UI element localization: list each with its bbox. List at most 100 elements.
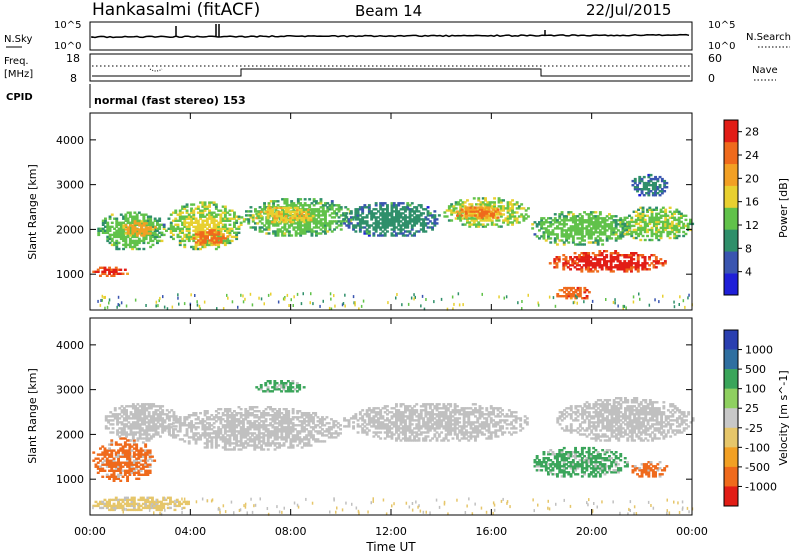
data-cell — [117, 457, 120, 460]
data-cell — [383, 216, 387, 219]
data-cell — [295, 218, 299, 222]
data-cell — [492, 214, 495, 217]
data-cell — [263, 208, 266, 211]
data-cell — [410, 234, 414, 237]
data-cell — [585, 219, 589, 222]
data-cell — [278, 416, 281, 419]
data-cell — [205, 428, 209, 431]
data-cell — [104, 231, 107, 234]
data-cell — [262, 436, 266, 439]
data-cell — [178, 241, 182, 245]
data-cell — [255, 406, 259, 409]
data-cell — [160, 231, 164, 234]
data-cell — [544, 229, 548, 232]
data-cell — [404, 234, 407, 237]
data-cell — [576, 229, 580, 232]
data-cell — [244, 428, 248, 431]
data-cell — [663, 184, 667, 187]
data-cell — [600, 252, 604, 255]
data-cell — [203, 207, 207, 210]
data-cell — [296, 292, 299, 296]
data-cell — [324, 210, 327, 213]
data-cell — [650, 210, 654, 213]
data-cell — [354, 218, 358, 221]
data-cell — [641, 234, 645, 238]
data-cell — [203, 205, 207, 208]
data-cell — [144, 451, 148, 454]
data-cell — [479, 203, 483, 206]
data-cell — [224, 237, 228, 240]
data-cell — [221, 235, 225, 238]
data-cell — [308, 204, 312, 207]
data-cell — [230, 418, 234, 421]
data-cell — [506, 223, 510, 226]
data-cell — [275, 216, 279, 220]
data-cell — [215, 241, 219, 244]
data-cell — [330, 208, 334, 211]
data-cell — [638, 194, 642, 197]
data-cell — [488, 219, 492, 222]
data-cell — [307, 444, 311, 447]
data-cell — [610, 221, 614, 224]
data-cell — [562, 254, 566, 257]
data-cell — [135, 234, 139, 237]
data-cell — [486, 201, 490, 204]
data-cell — [119, 479, 123, 482]
data-cell — [284, 206, 288, 210]
data-cell — [569, 211, 573, 214]
data-cell — [303, 418, 306, 421]
data-cell — [126, 443, 129, 446]
data-cell — [190, 245, 193, 249]
data-cell — [574, 231, 577, 234]
data-cell — [221, 426, 225, 429]
data-cell — [291, 426, 295, 429]
data-cell — [289, 446, 293, 449]
data-cell — [291, 436, 295, 439]
data-cell — [562, 262, 566, 265]
data-cell — [636, 256, 640, 259]
data-cell — [605, 229, 609, 232]
data-cell — [149, 219, 153, 222]
data-cell — [148, 457, 152, 460]
data-cell — [643, 262, 647, 265]
data-cell — [291, 440, 295, 443]
data-cell — [354, 210, 358, 213]
data-cell — [105, 268, 109, 271]
data-cell — [127, 415, 131, 418]
data-cell — [308, 214, 312, 217]
data-cell — [556, 227, 559, 230]
data-cell — [131, 239, 134, 243]
data-cell — [390, 220, 394, 223]
data-cell — [506, 221, 510, 224]
data-cell — [154, 433, 158, 436]
data-cell — [352, 417, 355, 420]
data-cell — [246, 410, 250, 413]
data-cell — [101, 272, 105, 275]
data-cell — [149, 407, 153, 410]
data-cell — [480, 206, 484, 209]
data-cell — [280, 218, 283, 222]
data-cell — [484, 219, 487, 222]
data-cell — [319, 228, 323, 231]
data-cell — [120, 427, 124, 430]
data-cell — [280, 216, 283, 220]
data-cell — [684, 218, 688, 222]
data-cell — [307, 418, 311, 421]
data-cell — [363, 431, 367, 434]
data-cell — [104, 229, 107, 232]
data-cell — [594, 215, 598, 218]
data-cell — [524, 209, 528, 212]
data-cell — [108, 455, 111, 458]
data-cell — [365, 427, 369, 430]
data-cell — [194, 233, 198, 236]
data-cell — [128, 239, 132, 243]
data-cell — [466, 219, 469, 222]
data-cell — [643, 214, 647, 217]
data-cell — [126, 449, 129, 452]
data-cell — [326, 224, 330, 227]
data-cell — [302, 292, 304, 296]
data-cell — [154, 417, 158, 420]
data-cell — [110, 463, 114, 466]
data-cell — [244, 416, 248, 419]
data-cell — [263, 302, 265, 306]
